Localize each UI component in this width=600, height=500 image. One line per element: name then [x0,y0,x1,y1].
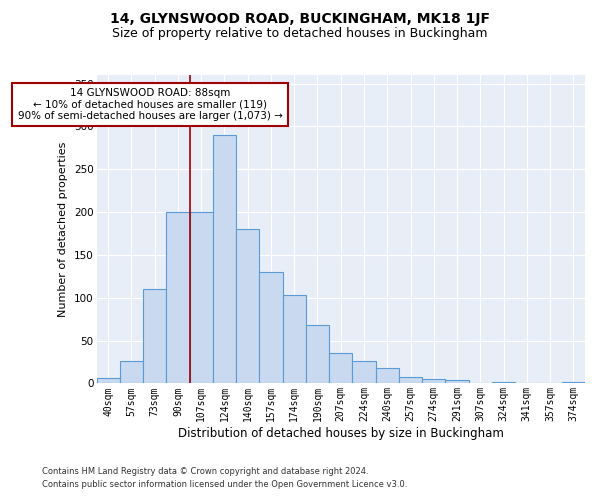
Bar [213,135,236,384]
Text: Contains HM Land Registry data © Crown copyright and database right 2024.: Contains HM Land Registry data © Crown c… [42,467,368,476]
Bar [283,295,306,384]
Bar [143,289,166,384]
Bar [399,376,422,384]
Bar [306,325,329,384]
Bar [445,380,469,384]
X-axis label: Distribution of detached houses by size in Buckingham: Distribution of detached houses by size … [178,427,503,440]
Text: Size of property relative to detached houses in Buckingham: Size of property relative to detached ho… [112,28,488,40]
Bar [97,378,120,384]
Bar [190,212,213,384]
Text: Contains public sector information licensed under the Open Government Licence v3: Contains public sector information licen… [42,480,407,489]
Bar [259,272,283,384]
Bar [120,361,143,384]
Bar [352,361,376,384]
Bar [492,382,515,384]
Bar [376,368,399,384]
Bar [166,212,190,384]
Bar [236,229,259,384]
Y-axis label: Number of detached properties: Number of detached properties [58,142,68,317]
Bar [422,379,445,384]
Bar [562,382,585,384]
Bar [329,352,352,384]
Text: 14 GLYNSWOOD ROAD: 88sqm
← 10% of detached houses are smaller (119)
90% of semi-: 14 GLYNSWOOD ROAD: 88sqm ← 10% of detach… [17,88,283,121]
Text: 14, GLYNSWOOD ROAD, BUCKINGHAM, MK18 1JF: 14, GLYNSWOOD ROAD, BUCKINGHAM, MK18 1JF [110,12,490,26]
